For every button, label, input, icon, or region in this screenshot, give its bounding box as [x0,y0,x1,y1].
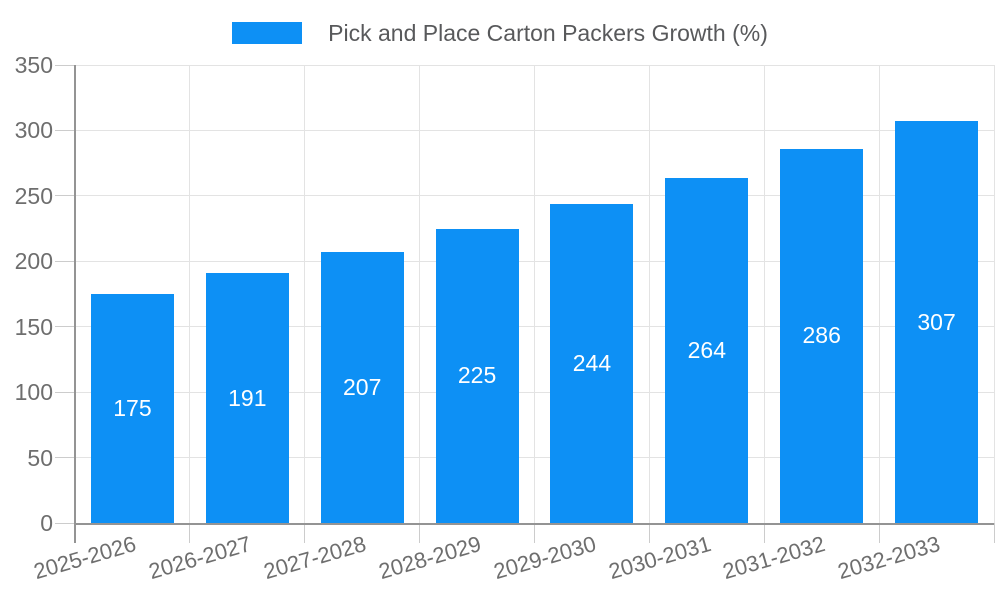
y-axis-tick [55,195,75,197]
x-tick-label: 2029-2030 [490,531,599,585]
y-axis-tick [55,326,75,328]
y-axis-tick [55,260,75,262]
x-gridline [763,65,765,523]
y-axis-line [74,65,76,543]
bar-value-label: 225 [457,362,497,389]
x-tick-label: 2026-2027 [145,531,254,585]
bar-value-label: 191 [228,384,267,411]
x-gridline [304,65,306,523]
bar-value-label: 307 [917,308,956,335]
y-tick-label: 50 [27,444,53,471]
x-axis-tick [993,523,995,543]
x-axis-tick [878,523,880,543]
y-tick-label: 100 [14,379,53,406]
bar-value-label: 175 [113,395,152,421]
x-axis-tick [763,523,765,543]
x-gridline [189,65,191,523]
x-tick-label: 2028-2029 [375,531,484,585]
bar-value-label: 207 [343,374,382,401]
x-axis-tick [648,523,650,543]
y-tick-label: 300 [14,117,53,144]
bar-value-label: 286 [802,322,841,349]
x-tick-label: 2032-2033 [835,531,944,585]
legend-swatch [232,22,303,44]
bar: 207 [320,252,404,523]
bar: 286 [780,148,864,523]
x-gridline [878,65,880,523]
y-axis-tick [55,457,75,459]
bar: 264 [665,177,749,523]
x-tick-label: 2031-2032 [720,531,829,585]
bar: 307 [895,121,979,523]
x-tick-label: 2027-2028 [260,531,369,585]
x-axis-tick [189,523,191,543]
x-axis-tick [419,523,421,543]
x-axis-line [75,523,994,525]
bar-value-label: 264 [687,336,726,363]
bar-value-label: 244 [572,349,612,376]
x-gridline [648,65,650,523]
bar: 225 [435,228,519,523]
y-tick-label: 150 [14,313,53,340]
chart-legend: Pick and Place Carton Packers Growth (%) [0,20,1000,46]
y-axis-tick [55,522,75,524]
x-gridline [993,65,995,523]
y-tick-label: 350 [14,52,53,78]
chart-title: Pick and Place Carton Packers Growth (%) [328,20,768,46]
x-gridline [419,65,421,523]
y-tick-label: 200 [14,248,53,275]
bar: 191 [205,273,289,523]
bar: 175 [90,294,174,523]
x-axis-tick [534,523,535,543]
y-tick-label: 0 [40,510,53,536]
y-tick-label: 250 [14,182,53,209]
y-axis-tick [55,64,75,66]
x-axis-tick [304,523,306,543]
y-axis-tick [55,129,75,131]
x-gridline [534,65,535,523]
x-tick-label: 2025-2026 [31,531,140,585]
bar: 244 [550,203,634,523]
y-axis-tick [55,391,75,393]
x-tick-label: 2030-2031 [605,531,714,585]
